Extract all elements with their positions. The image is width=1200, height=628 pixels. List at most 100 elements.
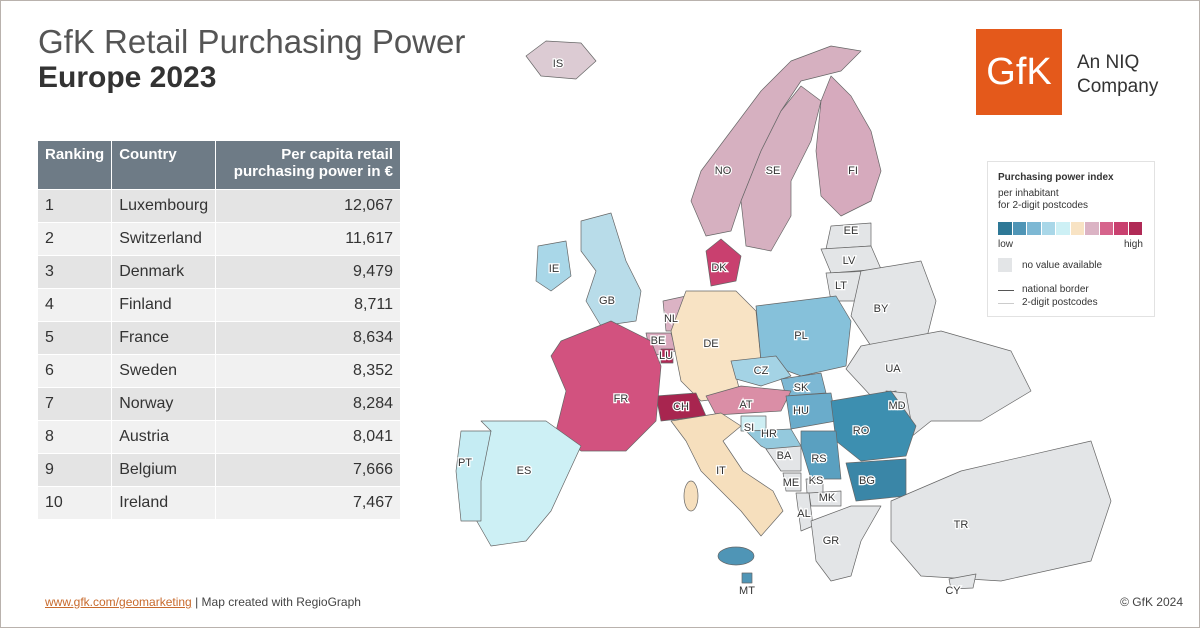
country-shape: [525, 40, 597, 80]
country-shape: [800, 430, 842, 480]
country-label: GR: [823, 535, 840, 547]
country-label: BE: [651, 335, 666, 347]
copyright: © GfK 2024: [1120, 595, 1183, 609]
country-label: FR: [614, 393, 629, 405]
countries: [455, 40, 1112, 590]
legend-low: low: [998, 239, 1014, 250]
table-cell: 8,352: [215, 354, 400, 388]
country-label: SE: [766, 165, 781, 177]
country-label: KS: [809, 475, 824, 487]
table-cell: 2: [38, 222, 113, 256]
country-label: BY: [874, 303, 889, 315]
table-cell: 9: [38, 453, 113, 487]
table-cell: 8,041: [215, 420, 400, 454]
country-label: RS: [811, 453, 826, 465]
logo-mark: GfK: [976, 29, 1062, 115]
legend-scale: [998, 222, 1143, 235]
legend-swatch: [998, 222, 1012, 235]
country-shape: [845, 458, 907, 502]
country-shape: [550, 320, 662, 452]
table-cell: 8,711: [215, 288, 400, 322]
country-label: MK: [819, 492, 836, 504]
country-shape: [740, 85, 822, 252]
country-label: IS: [553, 58, 563, 70]
table-cell: Sweden: [111, 354, 217, 388]
country-shape: [741, 572, 753, 584]
table-row: 4 Finland 8,711: [38, 288, 400, 322]
country-shape: [730, 355, 792, 387]
table-row: 3 Denmark 9,479: [38, 255, 400, 289]
table-cell: 11,617: [215, 222, 400, 256]
legend-title: Purchasing power index: [998, 172, 1114, 183]
table-cell: Belgium: [111, 453, 217, 487]
table-row: 7 Norway 8,284: [38, 387, 400, 421]
country-label: UA: [885, 363, 901, 375]
logo-text: An NIQ Company: [1077, 51, 1158, 99]
legend-swatch: [1027, 222, 1041, 235]
table-row: 8 Austria 8,041: [38, 420, 400, 454]
country-shape: [690, 45, 862, 237]
country-shape: [890, 440, 1112, 582]
legend-no-value: no value available: [1022, 260, 1103, 271]
table-cell: 3: [38, 255, 113, 289]
country-label: GB: [599, 295, 615, 307]
country-shape: [705, 238, 742, 287]
table-cell: 6: [38, 354, 113, 388]
table-cell: 8,634: [215, 321, 400, 355]
legend-postcodes: 2-digit postcodes: [1022, 297, 1098, 308]
table-cell: Austria: [111, 420, 217, 454]
country-shape: [845, 330, 1032, 442]
footer-link[interactable]: www.gfk.com/geomarketing: [45, 595, 192, 609]
table-cell: 8: [38, 420, 113, 454]
table-cell: 8,284: [215, 387, 400, 421]
table-cell: 10: [38, 486, 113, 519]
sicily: [717, 546, 755, 566]
legend-postcode-line: [998, 303, 1014, 304]
country-shape: [660, 348, 674, 364]
country-shape: [948, 573, 977, 590]
table-cell: Luxembourg: [111, 189, 217, 223]
country-shape: [815, 75, 882, 217]
table-row: 10 Ireland 7,467: [38, 486, 400, 519]
country-label: CZ: [754, 365, 769, 377]
country-label: CH: [673, 401, 689, 413]
table-cell: Denmark: [111, 255, 217, 289]
table-row: 9 Belgium 7,666: [38, 453, 400, 487]
column-header: Per capita retail purchasing power in €: [215, 141, 400, 190]
footer: www.gfk.com/geomarketing | Map created w…: [45, 595, 361, 609]
table-cell: 7: [38, 387, 113, 421]
country-shape: [705, 385, 792, 416]
country-label: NO: [715, 165, 732, 177]
legend-swatch: [1070, 222, 1084, 235]
subtitle: Europe 2023: [38, 61, 217, 94]
country-label: RO: [853, 425, 870, 437]
legend-swatch: [1114, 222, 1128, 235]
table-header: Ranking Country Per capita retail purchasi…: [38, 141, 400, 190]
legend-swatch: [1099, 222, 1113, 235]
legend-swatch: [1085, 222, 1099, 235]
table-row: 5 France 8,634: [38, 321, 400, 355]
table-cell: Finland: [111, 288, 217, 322]
title: GfK Retail Purchasing Power: [38, 23, 466, 60]
legend: Purchasing power index per inhabitant fo…: [987, 161, 1155, 317]
country-label: DK: [711, 262, 727, 274]
legend-high: high: [1124, 239, 1143, 250]
table-cell: 1: [38, 189, 113, 223]
country-labels: IS NO SE FI EE LV LT DK IE GB NL BE LU DE PL BY UA CZ SK AT…: [457, 57, 970, 599]
country-shape: [580, 212, 642, 327]
legend-no-value-swatch: [998, 258, 1012, 272]
logo-line: An NIQ: [1077, 52, 1140, 73]
footer-text: | Map created with RegioGraph: [195, 595, 361, 609]
table-cell: 7,666: [215, 453, 400, 487]
table-cell: 7,467: [215, 486, 400, 519]
table-cell: 12,067: [215, 189, 400, 223]
country-shape: [455, 430, 492, 522]
column-header: Ranking: [38, 141, 113, 190]
country-label: BA: [777, 450, 792, 462]
country-shape: [810, 505, 882, 582]
country-label: BG: [859, 475, 875, 487]
sardinia: [683, 480, 699, 512]
country-label: EE: [844, 225, 859, 237]
